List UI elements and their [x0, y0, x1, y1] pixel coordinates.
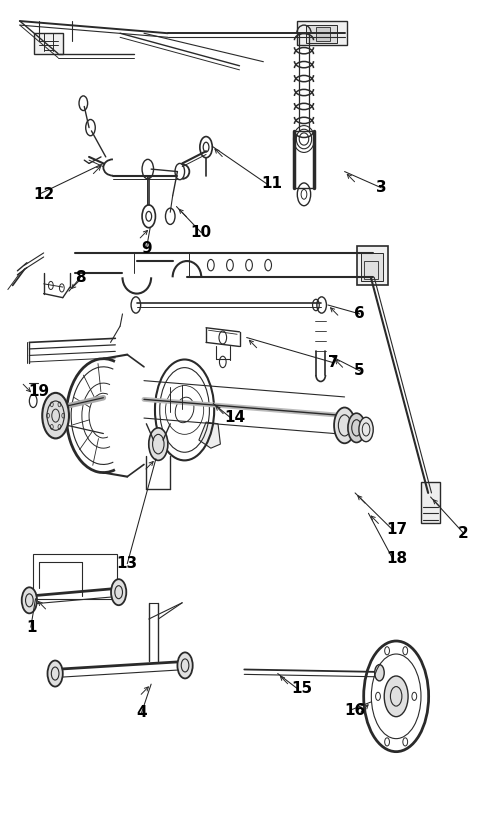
Text: 11: 11: [261, 176, 282, 192]
Polygon shape: [199, 422, 220, 448]
Text: 9: 9: [141, 241, 152, 257]
Text: 19: 19: [28, 384, 49, 399]
Text: 10: 10: [191, 225, 212, 240]
Bar: [356, 246, 388, 285]
Text: 14: 14: [224, 410, 245, 425]
Text: 4: 4: [137, 705, 147, 720]
Text: 12: 12: [33, 187, 55, 202]
Text: 17: 17: [387, 522, 408, 537]
Bar: [421, 482, 440, 523]
Circle shape: [375, 664, 384, 681]
Text: 6: 6: [354, 306, 365, 321]
Circle shape: [334, 408, 355, 443]
Circle shape: [47, 660, 63, 686]
Bar: [316, 27, 330, 42]
Circle shape: [111, 579, 126, 606]
Text: 15: 15: [291, 681, 312, 696]
Circle shape: [42, 393, 69, 438]
Text: 5: 5: [354, 363, 365, 378]
Circle shape: [177, 652, 193, 678]
Bar: [364, 261, 378, 279]
Text: 8: 8: [75, 270, 85, 284]
Text: 13: 13: [117, 556, 138, 571]
Bar: [307, 25, 337, 43]
Text: 2: 2: [458, 526, 469, 541]
Bar: [297, 21, 347, 46]
Text: 18: 18: [387, 550, 408, 566]
Circle shape: [149, 428, 168, 460]
Circle shape: [384, 676, 408, 716]
Text: 1: 1: [26, 619, 36, 635]
Circle shape: [22, 588, 37, 614]
Bar: [361, 253, 383, 281]
Circle shape: [359, 417, 373, 442]
Polygon shape: [34, 33, 63, 54]
Bar: [33, 554, 117, 599]
Text: 3: 3: [376, 180, 386, 196]
Text: 16: 16: [344, 703, 366, 718]
Circle shape: [348, 413, 365, 443]
Text: 7: 7: [328, 355, 339, 370]
